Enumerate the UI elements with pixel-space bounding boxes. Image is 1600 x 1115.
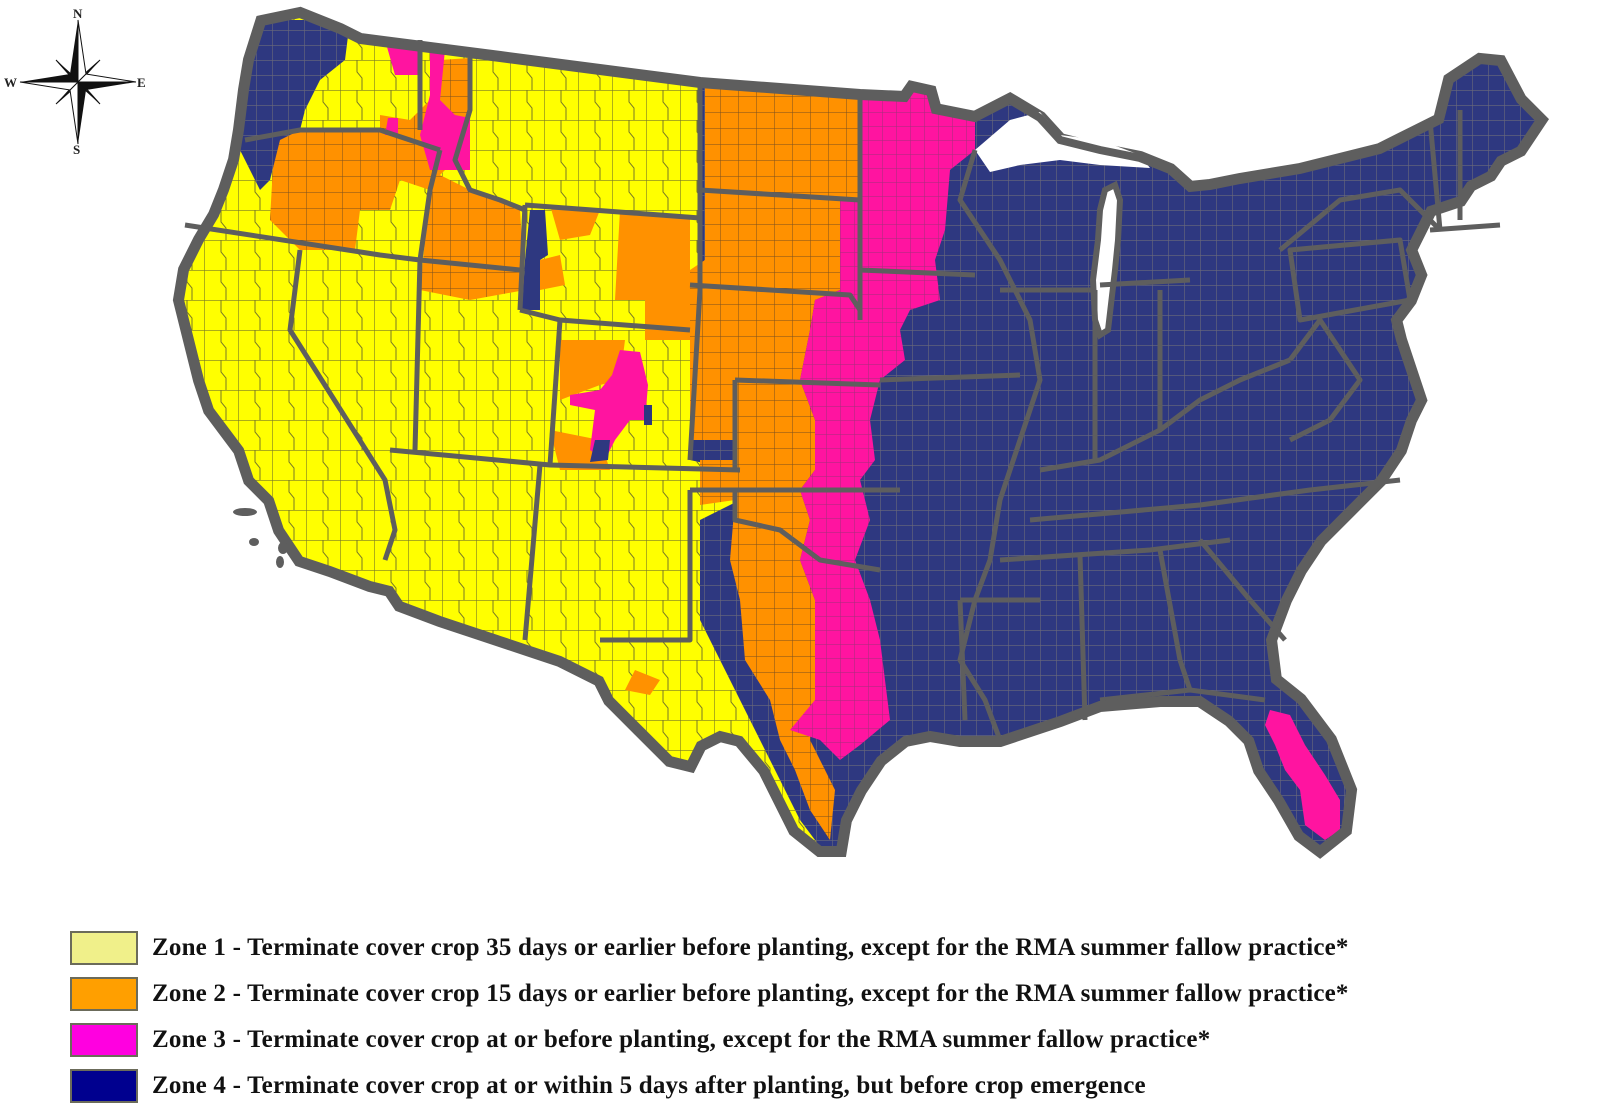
compass-north-label: N	[73, 6, 83, 21]
compass-west-label: W	[4, 75, 17, 90]
zone3-region-colorado	[570, 350, 648, 460]
compass-east-label: E	[137, 75, 146, 90]
channel-islands	[233, 508, 288, 568]
state-boundaries	[184, 40, 1501, 741]
legend-item-zone4: Zone 4 - Terminate cover crop at or with…	[70, 1063, 1349, 1109]
compass-south-label: S	[73, 142, 81, 157]
legend-label-zone1: Zone 1 - Terminate cover crop 35 days or…	[152, 934, 1349, 961]
zone4-region-wyoming	[522, 210, 652, 462]
legend-label-zone2: Zone 2 - Terminate cover crop 15 days or…	[152, 980, 1349, 1007]
zone3-swatch	[70, 1023, 138, 1057]
compass-star-icon	[19, 19, 137, 145]
zone4-swatch	[70, 1069, 138, 1103]
map-legend: Zone 1 - Terminate cover crop 35 days or…	[70, 925, 1349, 1109]
us-county-map	[0, 0, 1600, 890]
compass-rose: N S E W	[0, 0, 160, 160]
lake-michigan	[1089, 180, 1124, 340]
zone2-swatch	[70, 977, 138, 1011]
zone3-region-idaho	[385, 40, 470, 170]
legend-item-zone3: Zone 3 - Terminate cover crop at or befo…	[70, 1017, 1349, 1063]
zone2-region-wyoming	[540, 205, 690, 340]
legend-label-zone3: Zone 3 - Terminate cover crop at or befo…	[152, 1026, 1211, 1053]
legend-item-zone1: Zone 1 - Terminate cover crop 35 days or…	[70, 925, 1349, 971]
legend-item-zone2: Zone 2 - Terminate cover crop 15 days or…	[70, 971, 1349, 1017]
zone1-swatch	[70, 931, 138, 965]
legend-label-zone4: Zone 4 - Terminate cover crop at or with…	[152, 1072, 1146, 1099]
zone2-region-colorado	[550, 340, 660, 695]
zone3-region-florida	[1265, 710, 1340, 840]
zone-map: N S E W	[0, 0, 1600, 890]
